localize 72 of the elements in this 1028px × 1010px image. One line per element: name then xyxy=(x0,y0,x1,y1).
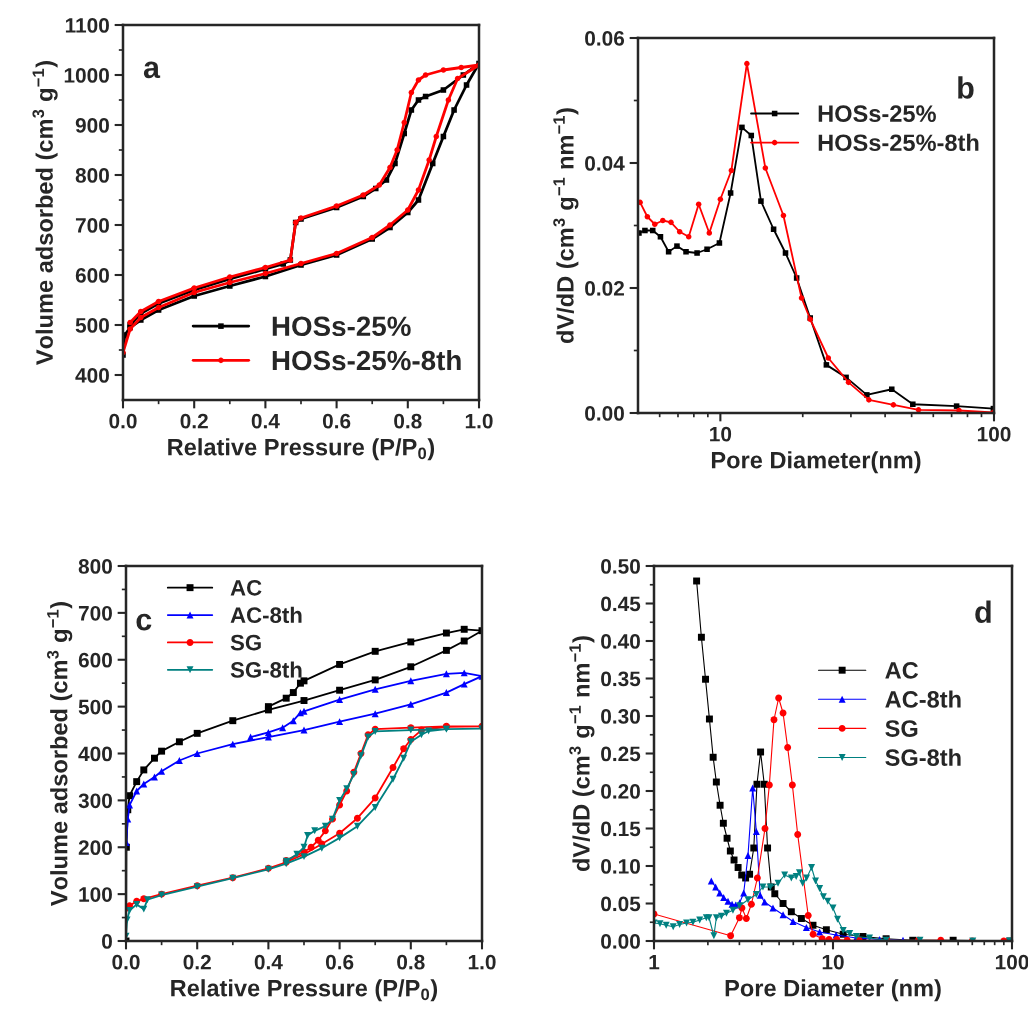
y-tick-label: 0.50 xyxy=(601,559,640,574)
y-tick-label: 500 xyxy=(78,699,112,715)
y-tick-label: 0.00 xyxy=(585,406,624,421)
y-tick-label: 0.40 xyxy=(601,634,640,649)
legend-label: SG-8th xyxy=(230,661,302,678)
y-tick-label: 0.06 xyxy=(585,31,625,46)
y-tick-label: 0.04 xyxy=(585,156,625,171)
y-tick-label: 300 xyxy=(78,793,112,809)
y-tick-label: 0.00 xyxy=(601,934,640,949)
y-tick-label: 1100 xyxy=(65,18,109,33)
x-tick-label: 0.8 xyxy=(394,413,422,429)
x-axis-title: Relative Pressure (P/P$_{0}$) xyxy=(168,438,435,461)
x-axis-title: Relative Pressure (P/P$_{0}$) xyxy=(171,979,438,1002)
y-tick-label: 1000 xyxy=(64,68,109,83)
y-axis-title: dV/dD (cm$^{3}$ g$^{−1}$ nm$^{−1}$) xyxy=(553,108,579,344)
x-tick-label: 0.8 xyxy=(397,954,425,970)
legend-label: SG xyxy=(885,720,918,737)
y-tick-label: 0.05 xyxy=(601,896,641,912)
y-tick-label: 0.15 xyxy=(601,821,641,837)
y-tick-label: 0.02 xyxy=(585,281,624,296)
x-tick-label: 0.2 xyxy=(180,413,208,429)
y-tick-label: 0.45 xyxy=(601,596,641,612)
x-tick-label: 0.6 xyxy=(325,954,354,970)
y-tick-label: 800 xyxy=(75,168,109,183)
legend-label: SG-8th xyxy=(885,748,961,766)
legend-label: AC xyxy=(230,579,262,596)
y-tick-label: 600 xyxy=(75,268,109,283)
y-axis-title: Volume adsorbed (cm$^{3}$ g$^{−1}$) xyxy=(46,602,73,906)
y-tick-label: 600 xyxy=(78,652,112,668)
x-tick-label: 0.2 xyxy=(183,954,211,970)
x-tick-label: 1.0 xyxy=(468,954,496,970)
x-tick-label: 0.6 xyxy=(322,413,351,429)
legend-label: AC xyxy=(885,661,919,679)
y-tick-label: 700 xyxy=(75,218,109,233)
legend-label: AC-8th xyxy=(230,606,302,624)
x-tick-label: 10 xyxy=(822,954,844,970)
y-tick-label: 0.20 xyxy=(601,784,640,799)
y-tick-label: 200 xyxy=(78,840,112,855)
y-tick-label: 0.35 xyxy=(601,671,641,687)
y-tick-label: 700 xyxy=(78,605,112,621)
legend-label: HOSs-25%-8th xyxy=(272,349,461,371)
y-tick-label: 100 xyxy=(79,887,112,902)
x-tick-label: 10 xyxy=(710,426,732,442)
legend-label: HOSs-25%-8th xyxy=(818,133,979,152)
legend-label: HOSs-25% xyxy=(272,316,411,337)
y-tick-label: 0 xyxy=(102,934,112,949)
x-tick-label: 1 xyxy=(649,954,660,970)
x-tick-label: 100 xyxy=(995,954,1028,970)
x-axis-title: Pore Diameter(nm) xyxy=(711,451,921,474)
x-tick-label: 1.0 xyxy=(465,413,493,429)
x-tick-label: 0.4 xyxy=(251,413,280,429)
annotation: d xyxy=(975,600,991,623)
y-tick-label: 0.30 xyxy=(601,709,640,724)
annotation: a xyxy=(143,61,161,79)
y-tick-label: 900 xyxy=(75,118,109,133)
y-tick-label: 0.25 xyxy=(601,746,641,762)
y-axis-title: dV/dD (cm$^{3}$ g$^{−1}$ nm$^{−1}$) xyxy=(569,636,595,872)
y-tick-label: 500 xyxy=(75,318,109,333)
annotation: c xyxy=(136,613,152,631)
x-tick-label: 0.0 xyxy=(109,413,137,429)
legend-label: HOSs-25% xyxy=(818,105,936,123)
y-tick-label: 400 xyxy=(75,368,109,383)
x-axis-title: Pore Diameter (nm) xyxy=(725,979,941,1002)
legend-label: SG xyxy=(230,634,261,651)
x-tick-label: 0.4 xyxy=(254,954,283,970)
annotation: b xyxy=(958,76,974,99)
y-axis-title: Volume adsorbed (cm$^{3}$ g$^{−1}$) xyxy=(32,61,58,365)
legend-label: AC-8th xyxy=(885,690,961,708)
x-tick-label: 0.0 xyxy=(112,954,140,970)
y-tick-label: 800 xyxy=(78,559,112,574)
y-tick-label: 0.10 xyxy=(601,859,640,874)
y-tick-label: 400 xyxy=(78,746,112,762)
